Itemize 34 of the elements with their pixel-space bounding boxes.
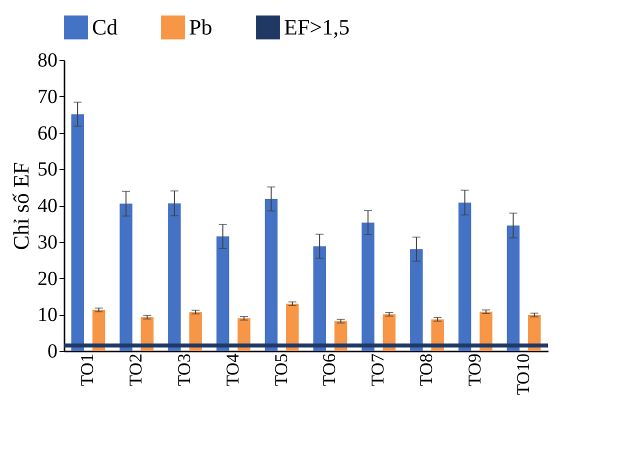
bar	[362, 222, 374, 351]
legend-label: Pb	[189, 14, 212, 40]
legend-label: Cd	[92, 14, 118, 40]
bar	[216, 236, 230, 351]
y-tick-label: 80	[38, 50, 58, 72]
bar	[313, 246, 326, 351]
y-tick-label: 50	[38, 158, 58, 181]
bar	[410, 249, 423, 351]
y-tick-label: 60	[38, 122, 58, 144]
bar	[71, 114, 84, 351]
y-tick-label: 30	[38, 231, 58, 254]
y-tick-label: 10	[38, 304, 58, 326]
y-tick-label: 0	[48, 340, 58, 362]
y-tick-label: 70	[38, 86, 58, 108]
bar	[120, 204, 132, 351]
bar	[264, 198, 278, 351]
bar	[286, 304, 299, 351]
bar	[506, 226, 520, 351]
x-tick-label: TO9	[464, 354, 484, 386]
x-tick-label: TO7	[368, 354, 388, 386]
x-tick-label: TO8	[416, 354, 436, 386]
y-axis-title: Chỉ số EF	[8, 162, 34, 250]
x-tick-label: TO1	[77, 354, 98, 386]
bar	[168, 203, 181, 351]
x-tick-label: TO5	[270, 354, 291, 386]
x-tick-label: TO3	[174, 354, 194, 386]
x-tick-label: TO6	[319, 354, 340, 386]
x-tick-label: TO2	[126, 354, 146, 386]
y-tick-label: 40	[38, 195, 58, 217]
bar	[458, 202, 472, 351]
legend-label: EF>1,5	[284, 14, 350, 40]
y-tick-label: 20	[38, 268, 58, 290]
x-tick-label: TO10	[512, 354, 533, 396]
x-tick-label: TO4	[222, 354, 242, 386]
